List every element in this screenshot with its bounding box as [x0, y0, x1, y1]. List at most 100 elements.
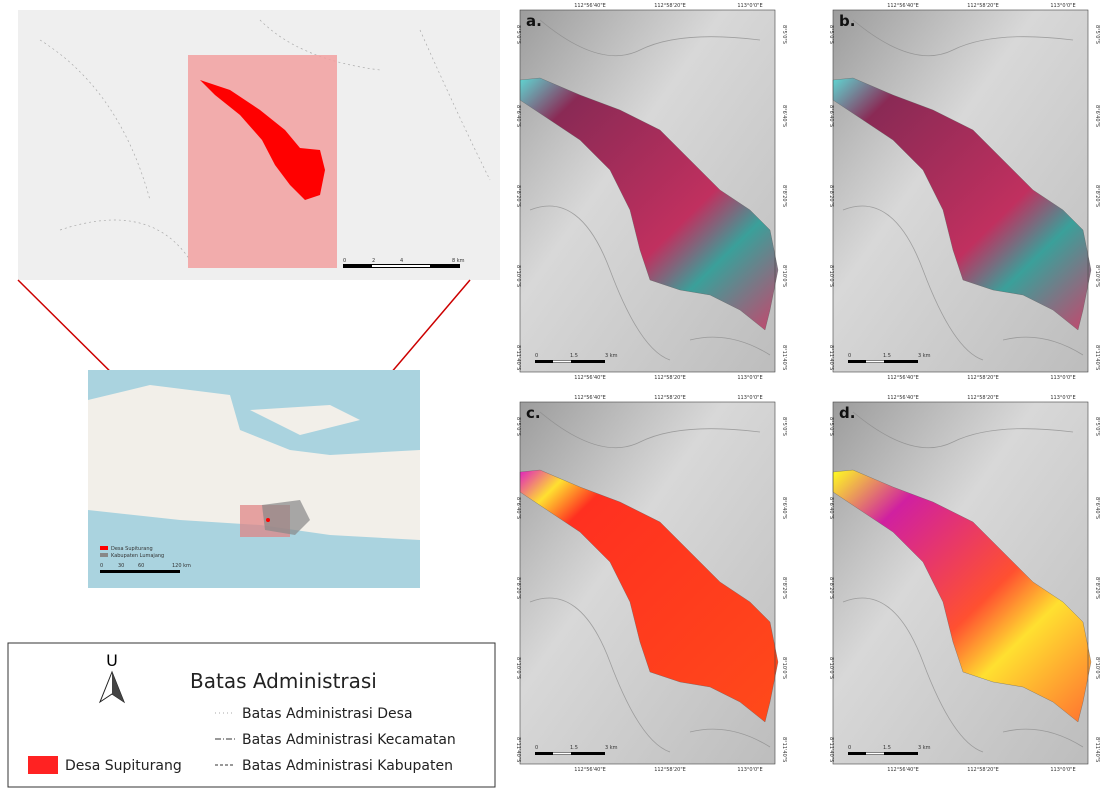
- lon-label: 112°56'40"E: [887, 767, 919, 773]
- lat-label: 8°6'40"S: [781, 105, 787, 127]
- lat-label: 8°5'0"S: [828, 417, 834, 436]
- lat-label: 8°8'20"S: [1094, 185, 1100, 207]
- scale-label: 3 km: [918, 353, 931, 359]
- scale-label: 1.5: [883, 353, 891, 359]
- legend-text: Desa Supiturang: [111, 546, 153, 552]
- lon-label: 113°0'0"E: [1050, 395, 1075, 401]
- lat-label: 8°10'0"S: [781, 265, 787, 287]
- panels: a. 112°56'40"E 112°56'40"E 112°58'20"E 112°5…: [515, 3, 1100, 773]
- desa-point: [266, 518, 270, 522]
- scale-label: 30: [118, 563, 124, 569]
- lat-label: 8°8'20"S: [515, 185, 521, 207]
- panel-label: d.: [839, 404, 855, 422]
- map-panel: a. 112°56'40"E 112°56'40"E 112°58'20"E 112°5…: [515, 3, 787, 381]
- lat-label: 8°11'40"S: [828, 737, 834, 762]
- legend-text: Batas Administrasi Kabupaten: [242, 758, 453, 774]
- legend-swatch: [100, 546, 108, 550]
- scale-label: 60: [138, 563, 144, 569]
- scale-bar: [553, 753, 571, 755]
- scale-label: 1.5: [883, 745, 891, 751]
- map-panel: b.112°56'40"E112°56'40"E112°58'20"E112°5…: [828, 3, 1100, 381]
- scale-bar: [553, 361, 571, 363]
- lon-label: 112°58'20"E: [654, 767, 686, 773]
- scale-label: 4: [400, 258, 403, 264]
- lat-label: 8°8'20"S: [828, 185, 834, 207]
- scale-label: 0: [848, 353, 851, 359]
- panel-label: b.: [839, 12, 855, 30]
- lon-label: 113°0'0"E: [1050, 375, 1075, 381]
- lon-label: 112°56'40"E: [887, 395, 919, 401]
- lon-label: 112°58'20"E: [967, 395, 999, 401]
- lat-label: 8°5'0"S: [1094, 25, 1100, 44]
- lon-label: 112°58'20"E: [654, 395, 686, 401]
- scale-label: 0: [848, 745, 851, 751]
- legend-swatch: [28, 756, 58, 774]
- map-panel: d. 112°56'40"E 112°56'40"E 112°58'20"E 112°5…: [828, 395, 1100, 773]
- lat-label: 8°5'0"S: [781, 25, 787, 44]
- lon-label: 112°58'20"E: [654, 375, 686, 381]
- scale-bar: [100, 570, 180, 573]
- panel-label: a.: [526, 12, 542, 30]
- lat-label: 8°8'20"S: [781, 577, 787, 599]
- scale-label: 1.5: [570, 353, 578, 359]
- lat-label: 8°6'40"S: [828, 497, 834, 519]
- lat-label: 8°11'40"S: [1094, 737, 1100, 762]
- lon-label: 112°56'40"E: [574, 375, 606, 381]
- lat-label: 8°8'20"S: [1094, 577, 1100, 599]
- lat-label: 8°8'20"S: [781, 185, 787, 207]
- lon-label: 113°0'0"E: [737, 375, 762, 381]
- scale-label: 3 km: [605, 745, 618, 751]
- figure: 0 2 4 8 km Desa Supiturang Kabupaten Lum…: [0, 0, 1105, 791]
- scale-bar: [372, 265, 430, 267]
- legend-swatch: [100, 553, 108, 557]
- lat-label: 8°5'0"S: [828, 25, 834, 44]
- lat-label: 8°10'0"S: [781, 657, 787, 679]
- lat-label: 8°10'0"S: [515, 265, 521, 287]
- panel-label: c.: [526, 404, 541, 422]
- north-label: U: [106, 651, 118, 670]
- lon-label: 112°58'20"E: [654, 3, 686, 9]
- lat-label: 8°10'0"S: [828, 265, 834, 287]
- lat-label: 8°6'40"S: [1094, 497, 1100, 519]
- legend-text: Desa Supiturang: [65, 758, 182, 774]
- lon-label: 112°58'20"E: [967, 3, 999, 9]
- lon-label: 112°58'20"E: [967, 375, 999, 381]
- lat-label: 8°6'40"S: [515, 497, 521, 519]
- lat-label: 8°5'0"S: [1094, 417, 1100, 436]
- lat-label: 8°11'40"S: [781, 345, 787, 370]
- lat-label: 8°10'0"S: [1094, 265, 1100, 287]
- legend-text: Batas Administrasi Kecamatan: [242, 732, 456, 748]
- legend-text: Batas Administrasi Desa: [242, 706, 413, 722]
- lat-label: 8°5'0"S: [515, 417, 521, 436]
- lon-label: 112°56'40"E: [574, 395, 606, 401]
- lat-label: 8°6'40"S: [781, 497, 787, 519]
- scale-label: 8 km: [452, 258, 465, 264]
- lat-label: 8°11'40"S: [1094, 345, 1100, 370]
- scale-label: 0: [100, 563, 103, 569]
- lat-label: 8°6'40"S: [1094, 105, 1100, 127]
- lat-label: 8°10'0"S: [1094, 657, 1100, 679]
- lat-label: 8°11'40"S: [828, 345, 834, 370]
- lon-label: 113°0'0"E: [737, 395, 762, 401]
- scale-label: 0: [535, 353, 538, 359]
- scale-label: 3 km: [918, 745, 931, 751]
- lon-label: 112°58'20"E: [967, 767, 999, 773]
- scale-label: 0: [343, 258, 346, 264]
- lon-label: 112°56'40"E: [887, 375, 919, 381]
- legend-title: Batas Administrasi: [190, 669, 377, 693]
- lon-label: 112°56'40"E: [574, 3, 606, 9]
- lon-label: 113°0'0"E: [737, 3, 762, 9]
- legend-text: Kabupaten Lumajang: [111, 553, 164, 559]
- lon-label: 113°0'0"E: [737, 767, 762, 773]
- lat-label: 8°6'40"S: [828, 105, 834, 127]
- scale-label: 1.5: [570, 745, 578, 751]
- lat-label: 8°8'20"S: [515, 577, 521, 599]
- lat-label: 8°5'0"S: [781, 417, 787, 436]
- lon-label: 113°0'0"E: [1050, 3, 1075, 9]
- scale-label: 2: [372, 258, 375, 264]
- lat-label: 8°11'40"S: [515, 345, 521, 370]
- lat-label: 8°8'20"S: [828, 577, 834, 599]
- lat-label: 8°5'0"S: [515, 25, 521, 44]
- lon-label: 112°56'40"E: [574, 767, 606, 773]
- scale-bar: [866, 361, 884, 363]
